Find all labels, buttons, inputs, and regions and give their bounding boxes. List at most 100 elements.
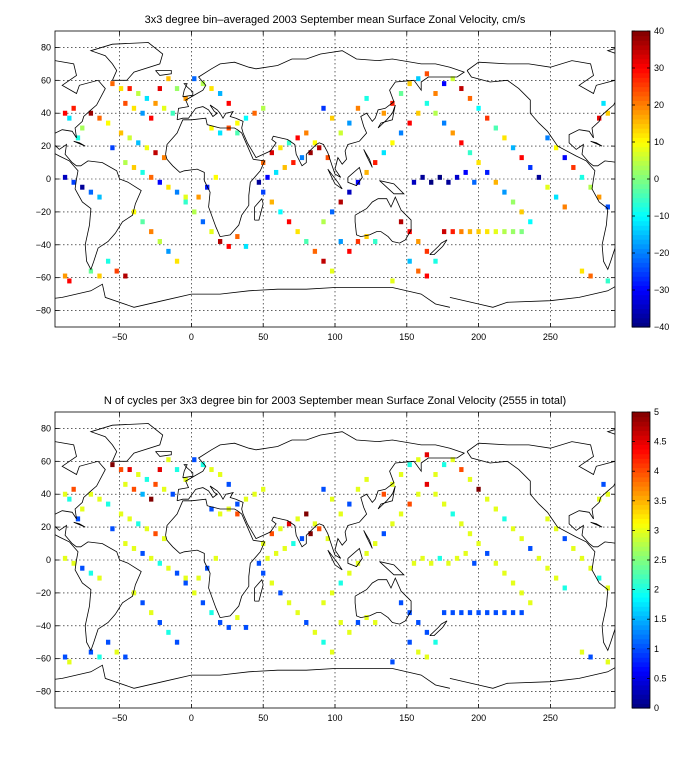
data-cell xyxy=(278,526,283,532)
colorbar-segment xyxy=(632,216,650,222)
coastline xyxy=(466,441,615,652)
data-cell xyxy=(67,496,72,502)
colorbar-segment xyxy=(632,49,650,55)
data-cell xyxy=(390,481,395,487)
data-cell xyxy=(304,239,309,244)
data-cell xyxy=(329,649,335,655)
data-cell xyxy=(88,570,94,576)
data-cell xyxy=(493,506,498,512)
data-cell xyxy=(519,610,524,616)
colorbar-segment xyxy=(632,666,650,672)
data-cell xyxy=(416,491,421,497)
colorbar-segment xyxy=(632,142,650,148)
colorbar-segment xyxy=(632,303,650,310)
data-cell xyxy=(71,486,76,492)
colorbar-segment xyxy=(632,643,650,649)
data-cell xyxy=(424,481,430,487)
data-cell xyxy=(493,125,498,131)
data-cell xyxy=(446,560,451,566)
data-cell xyxy=(472,179,477,185)
data-cell xyxy=(183,476,188,482)
colorbar-segment xyxy=(632,652,650,658)
data-cell xyxy=(562,155,567,161)
colorbar-segment xyxy=(632,615,650,621)
data-cell xyxy=(454,174,460,180)
data-cell xyxy=(571,546,576,551)
colorbar-segment xyxy=(632,44,650,51)
colorbar-segment xyxy=(632,495,650,501)
data-cell xyxy=(321,639,326,645)
coastline xyxy=(379,180,405,195)
data-cell xyxy=(411,179,417,185)
data-cell xyxy=(424,248,430,254)
data-cell xyxy=(252,491,257,497)
x-axis-ticks: −50 0 50 100 150 200 250 xyxy=(112,412,558,723)
data-cell xyxy=(80,506,85,512)
data-cell xyxy=(528,600,533,606)
colorbar-segment xyxy=(632,583,650,589)
data-cell xyxy=(256,560,262,566)
data-cell xyxy=(398,130,404,136)
data-cell xyxy=(209,86,214,92)
data-cell xyxy=(166,248,171,254)
data-cell xyxy=(579,174,585,180)
data-cell xyxy=(390,278,395,284)
y-tick-label: 40 xyxy=(41,489,51,499)
coastline xyxy=(590,140,603,147)
data-cell xyxy=(597,496,602,502)
data-cell xyxy=(485,496,490,502)
coastline xyxy=(182,83,194,98)
data-cell xyxy=(200,219,206,225)
data-cell xyxy=(502,610,507,616)
data-cell xyxy=(192,457,197,463)
data-cell xyxy=(295,229,300,235)
colorbar-segment xyxy=(632,430,650,436)
colorbar-segment xyxy=(632,684,650,691)
data-cell xyxy=(588,184,593,190)
data-cell xyxy=(62,174,68,180)
data-cell xyxy=(308,150,313,156)
data-cell xyxy=(140,550,145,556)
coastline xyxy=(55,60,142,271)
colorbar-segment xyxy=(632,610,650,617)
colorbar-segment xyxy=(632,550,650,556)
data-cell xyxy=(295,516,300,522)
coastline xyxy=(155,70,172,76)
data-cell xyxy=(131,486,137,492)
data-cell xyxy=(355,179,361,185)
colorbar-segment xyxy=(632,128,650,134)
coastline xyxy=(55,441,142,652)
colorbar: 5 4.5 4 3.5 3 2.5 2 1.5 1 0.5 0 xyxy=(631,407,667,713)
colorbar-segment xyxy=(632,416,650,422)
data-cell xyxy=(416,76,421,82)
data-cell xyxy=(286,521,292,527)
colorbar-segment xyxy=(632,77,650,83)
coastline xyxy=(176,50,466,178)
data-cell xyxy=(433,91,438,96)
coastline xyxy=(89,42,164,81)
data-cell xyxy=(161,536,167,542)
data-cell xyxy=(329,496,335,502)
data-cell xyxy=(390,100,395,106)
data-cell xyxy=(528,546,533,551)
data-cell xyxy=(338,130,343,136)
data-cell xyxy=(75,516,81,522)
data-cell xyxy=(605,204,610,210)
y-tick-label: 0 xyxy=(46,174,51,184)
data-cell xyxy=(157,467,162,473)
data-cell xyxy=(390,659,395,665)
data-cell xyxy=(502,229,507,235)
data-cell xyxy=(459,467,464,473)
colorbar-segment xyxy=(632,657,650,663)
colorbar-tick-label: 1 xyxy=(654,644,659,654)
data-cell xyxy=(235,120,240,126)
data-cell xyxy=(235,511,240,517)
data-cell xyxy=(407,229,412,235)
data-cell xyxy=(265,555,270,561)
data-cell xyxy=(183,580,188,586)
data-cell xyxy=(123,100,128,106)
colorbar-tick-label: 2.5 xyxy=(654,555,667,565)
colorbar-segment xyxy=(632,578,650,584)
colorbar-segment xyxy=(632,285,650,291)
data-cell xyxy=(118,511,124,517)
